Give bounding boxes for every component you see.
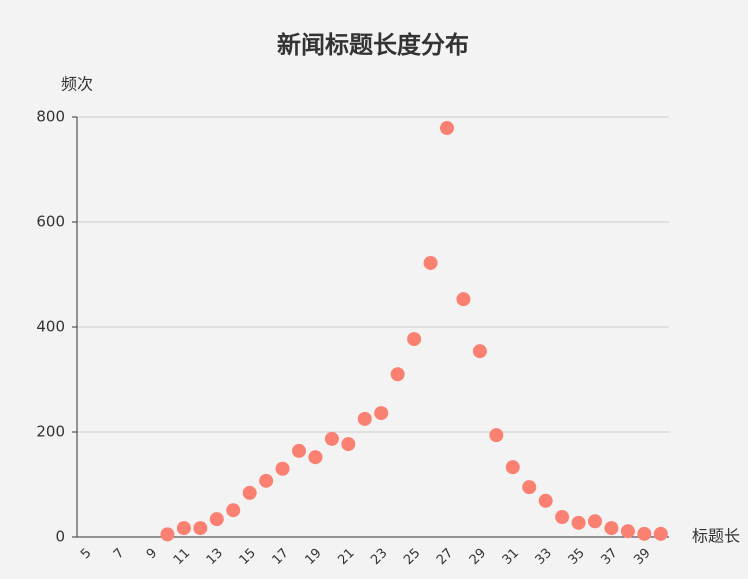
point [637,526,652,541]
y-tick-label: 0 [55,528,65,546]
point [522,480,537,495]
point [275,461,290,476]
point [226,503,241,518]
point [176,521,191,536]
point [341,437,356,452]
point [259,473,274,488]
point [193,521,208,536]
point [620,524,635,539]
point [440,121,454,136]
point [472,344,487,359]
y-tick-label: 800 [36,108,65,126]
chart-title: 新闻标题长度分布 [277,31,469,59]
point [324,431,339,446]
point [407,332,422,347]
y-tick-label: 400 [36,318,65,336]
point [505,460,520,475]
point [571,515,586,530]
point [160,527,175,542]
point [292,443,306,458]
point [489,428,504,443]
point [390,367,405,382]
point [374,406,389,421]
point [308,450,323,465]
point [242,485,257,500]
point [423,255,438,270]
point [357,411,372,426]
point [588,514,602,529]
point [209,512,224,527]
point [456,292,471,307]
point [653,526,668,541]
point [555,510,570,525]
y-axis-label: 频次 [61,75,93,94]
y-tick-label: 600 [36,213,65,231]
y-tick-label: 200 [36,423,65,441]
x-axis-label: 标题长 [692,527,740,546]
point [604,521,619,536]
point [538,493,553,508]
